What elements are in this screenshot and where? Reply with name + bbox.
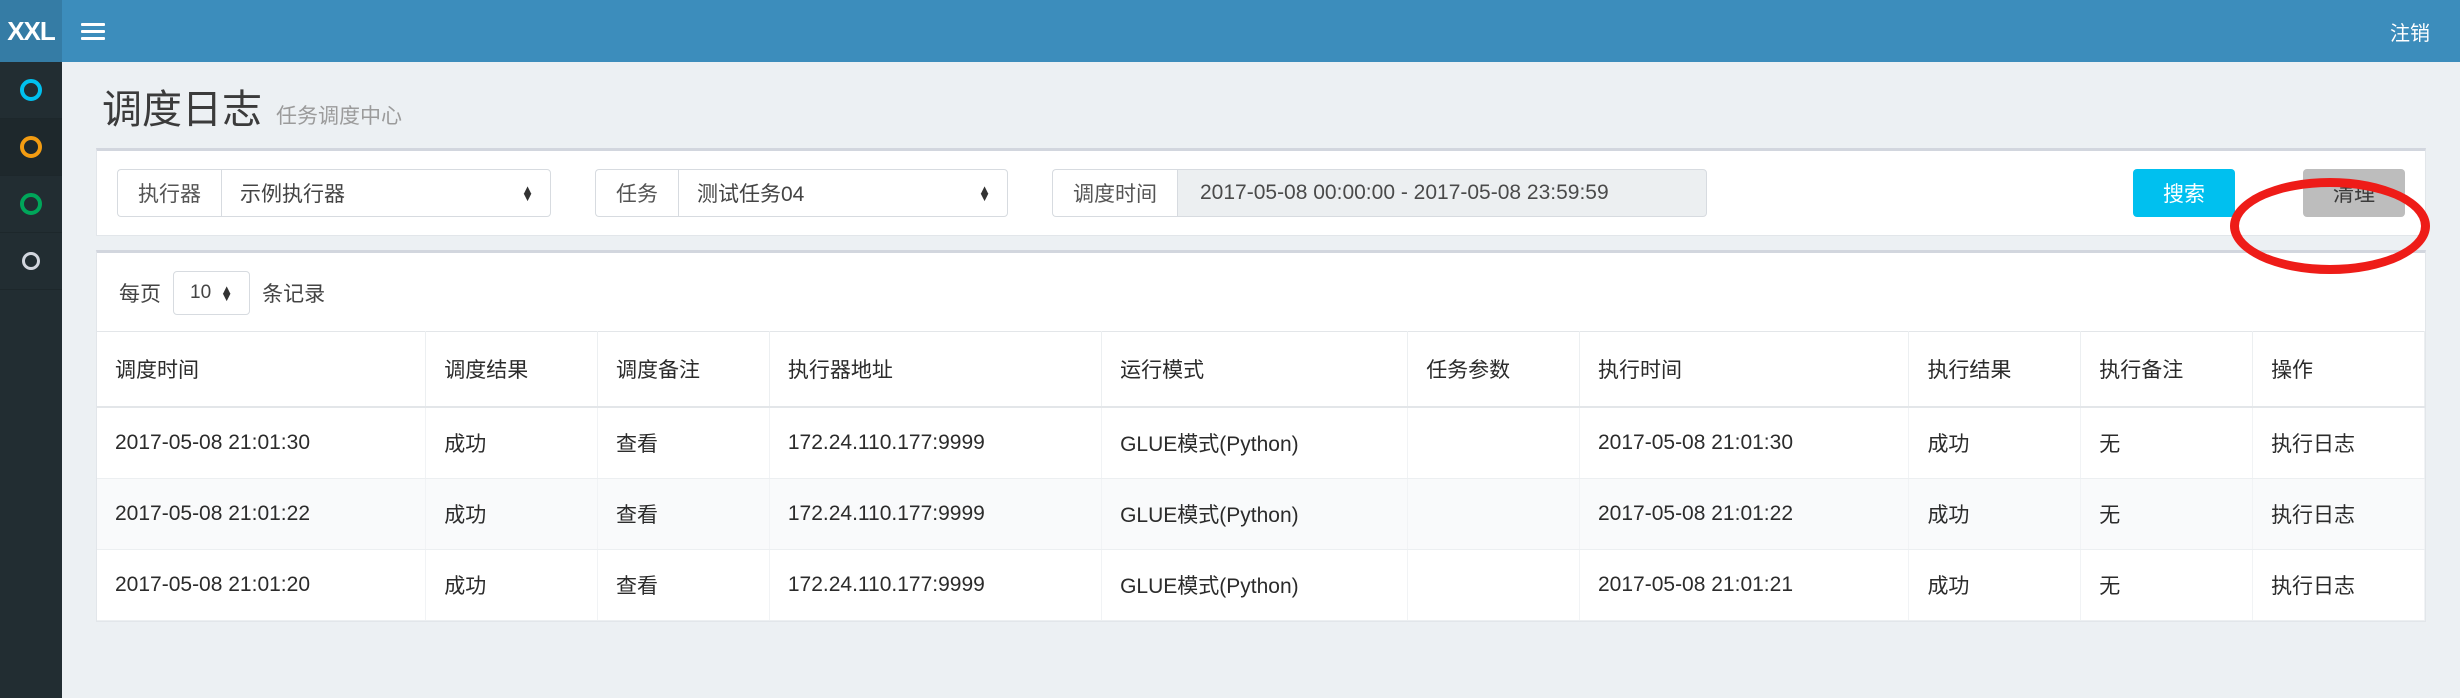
column-header-exec-remark[interactable]: 执行备注 [2080,331,2254,408]
cell-job-params [1407,478,1580,550]
cell-action-exec-log-link[interactable]: 执行日志 [2252,549,2425,621]
executor-filter: 执行器 示例执行器 ▲ ▼ [117,169,551,217]
job-select-value: 测试任务04 [697,183,805,206]
page-length-control: 每页 10 ▲ ▼ 条记录 [97,253,2425,331]
sidebar-toggle-button[interactable] [62,0,124,62]
cell-run-mode: GLUE模式(Python) [1101,407,1409,479]
cell-run-mode: GLUE模式(Python) [1101,478,1409,550]
cell-schedule-result: 成功 [425,478,599,550]
executor-filter-label: 执行器 [117,169,221,217]
executor-select[interactable]: 示例执行器 ▲ ▼ [221,169,551,217]
schedule-log-table: 调度时间 调度结果 调度备注 执行器地址 运行模式 任务参数 执行时间 执行结果… [97,331,2425,621]
cell-job-params [1407,549,1580,621]
column-header-run-mode[interactable]: 运行模式 [1101,331,1409,408]
sidebar-item-4[interactable] [0,233,62,290]
cell-exec-result: 成功 [1908,407,2082,479]
schedule-time-input[interactable]: 2017-05-08 00:00:00 - 2017-05-08 23:59:5… [1177,169,1707,217]
table-header-row: 调度时间 调度结果 调度备注 执行器地址 运行模式 任务参数 执行时间 执行结果… [97,331,2425,408]
cell-exec-remark: 无 [2080,407,2254,479]
logout-link[interactable]: 注销 [2390,22,2430,45]
table-row: 2017-05-08 21:01:30 成功 查看 172.24.110.177… [97,407,2425,479]
log-list-panel: 每页 10 ▲ ▼ 条记录 调度时间 调度结果 调度备注 执行器地址 运 [96,250,2426,622]
cell-schedule-remark-link[interactable]: 查看 [597,478,770,550]
sidebar [0,62,62,698]
column-header-executor-address[interactable]: 执行器地址 [769,331,1103,408]
clear-button[interactable]: 清理 [2303,169,2405,217]
sidebar-item-1[interactable] [0,62,62,119]
cell-schedule-remark-link[interactable]: 查看 [597,549,770,621]
spinner-icon: ▲ ▼ [220,282,234,304]
column-header-job-params[interactable]: 任务参数 [1407,331,1580,408]
circle-icon [20,79,42,101]
cell-executor-address: 172.24.110.177:9999 [769,478,1103,550]
column-header-exec-result[interactable]: 执行结果 [1908,331,2082,408]
cell-schedule-remark-link[interactable]: 查看 [597,407,770,479]
sidebar-item-3[interactable] [0,176,62,233]
job-select[interactable]: 测试任务04 ▲ ▼ [678,169,1008,217]
cell-schedule-time: 2017-05-08 21:01:22 [97,478,427,550]
search-button[interactable]: 搜索 [2133,169,2235,217]
job-filter: 任务 测试任务04 ▲ ▼ [595,169,1008,217]
schedule-time-label: 调度时间 [1052,169,1177,217]
column-header-schedule-result[interactable]: 调度结果 [425,331,599,408]
executor-select-value: 示例执行器 [240,183,345,206]
page-length-prefix: 每页 [119,283,161,306]
table-body: 2017-05-08 21:01:30 成功 查看 172.24.110.177… [97,407,2425,621]
top-navbar: XXL 注销 [0,0,2460,62]
page-length-select[interactable]: 10 ▲ ▼ [173,271,251,315]
page-header: 调度日志 任务调度中心 [96,62,2426,148]
page-length-value: 10 [190,282,212,303]
cell-schedule-time: 2017-05-08 21:01:30 [97,407,427,479]
spinner-icon: ▲ ▼ [978,182,991,204]
cell-exec-result: 成功 [1908,478,2082,550]
hamburger-icon [81,19,105,44]
cell-job-params [1407,407,1580,479]
schedule-time-filter: 调度时间 2017-05-08 00:00:00 - 2017-05-08 23… [1052,169,1707,217]
spinner-icon: ▲ ▼ [521,182,534,204]
page-title: 调度日志 [102,88,262,132]
cell-exec-time: 2017-05-08 21:01:21 [1579,549,1910,621]
cell-executor-address: 172.24.110.177:9999 [769,549,1103,621]
app-logo[interactable]: XXL [0,0,62,62]
job-filter-label: 任务 [595,169,678,217]
cell-exec-remark: 无 [2080,478,2254,550]
cell-exec-remark: 无 [2080,549,2254,621]
cell-action-exec-log-link[interactable]: 执行日志 [2252,478,2425,550]
column-header-exec-time[interactable]: 执行时间 [1579,331,1910,408]
column-header-schedule-remark[interactable]: 调度备注 [597,331,770,408]
cell-schedule-result: 成功 [425,549,599,621]
cell-schedule-time: 2017-05-08 21:01:20 [97,549,427,621]
circle-icon [20,193,42,215]
content-area: 调度日志 任务调度中心 执行器 示例执行器 ▲ ▼ 任务 测试任务04 [62,62,2460,698]
cell-schedule-result: 成功 [425,407,599,479]
cell-exec-result: 成功 [1908,549,2082,621]
cell-action-exec-log-link[interactable]: 执行日志 [2252,407,2425,479]
cell-exec-time: 2017-05-08 21:01:30 [1579,407,1910,479]
filter-panel: 执行器 示例执行器 ▲ ▼ 任务 测试任务04 ▲ ▼ 调度时间 [96,148,2426,236]
page-subtitle: 任务调度中心 [276,105,402,128]
cell-run-mode: GLUE模式(Python) [1101,549,1409,621]
sidebar-item-2[interactable] [0,119,62,176]
column-header-schedule-time[interactable]: 调度时间 [97,331,427,408]
circle-icon [20,136,42,158]
page-length-suffix: 条记录 [262,283,326,306]
column-header-action[interactable]: 操作 [2252,331,2425,408]
table-row: 2017-05-08 21:01:20 成功 查看 172.24.110.177… [97,549,2425,621]
table-head: 调度时间 调度结果 调度备注 执行器地址 运行模式 任务参数 执行时间 执行结果… [97,331,2425,408]
table-row: 2017-05-08 21:01:22 成功 查看 172.24.110.177… [97,478,2425,550]
cell-exec-time: 2017-05-08 21:01:22 [1579,478,1910,550]
circle-icon [22,252,40,270]
cell-executor-address: 172.24.110.177:9999 [769,407,1103,479]
